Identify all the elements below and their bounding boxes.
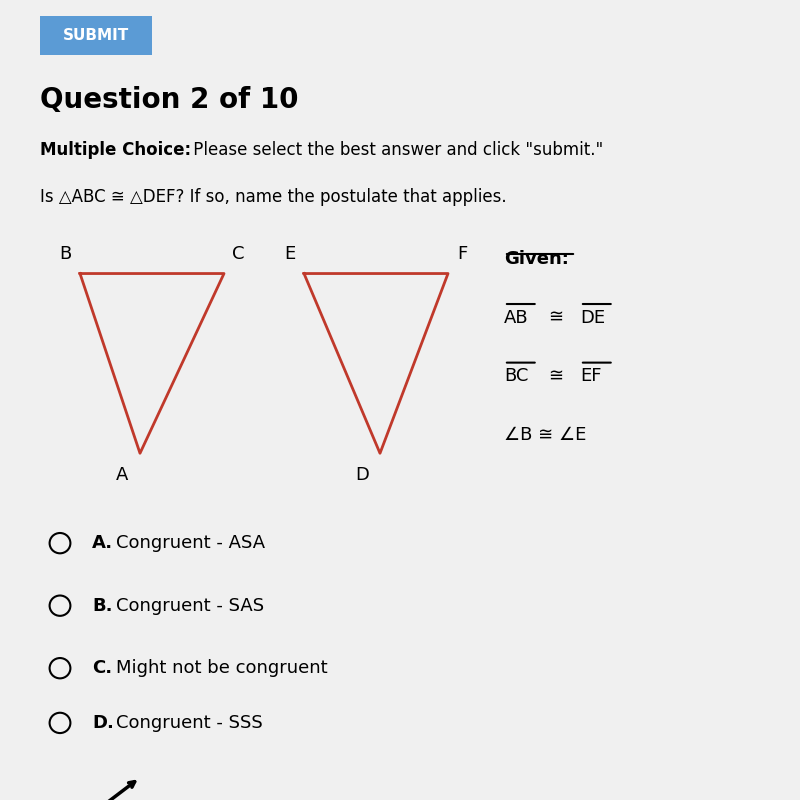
Text: ≅: ≅ [548, 309, 563, 326]
Text: A: A [116, 466, 129, 484]
Text: ∠B ≅ ∠E: ∠B ≅ ∠E [504, 426, 586, 444]
Text: Congruent - SSS: Congruent - SSS [116, 714, 262, 732]
Text: F: F [458, 245, 467, 263]
Text: ≅: ≅ [548, 367, 563, 386]
FancyBboxPatch shape [40, 16, 152, 54]
Text: EF: EF [580, 367, 602, 386]
Text: E: E [284, 245, 295, 263]
Text: D.: D. [92, 714, 114, 732]
Text: Congruent - ASA: Congruent - ASA [116, 534, 265, 552]
Text: D: D [355, 466, 370, 484]
Text: DE: DE [580, 309, 605, 326]
Text: Multiple Choice:: Multiple Choice: [40, 141, 191, 158]
Text: B: B [59, 245, 72, 263]
Text: Is △ABC ≅ △DEF? If so, name the postulate that applies.: Is △ABC ≅ △DEF? If so, name the postulat… [40, 187, 506, 206]
Text: Question 2 of 10: Question 2 of 10 [40, 86, 298, 114]
Text: SUBMIT: SUBMIT [63, 28, 129, 42]
Text: Might not be congruent: Might not be congruent [116, 659, 328, 677]
Text: BC: BC [504, 367, 528, 386]
Text: Given:: Given: [504, 250, 569, 268]
Text: C.: C. [92, 659, 112, 677]
Text: Congruent - SAS: Congruent - SAS [116, 597, 264, 614]
Text: AB: AB [504, 309, 529, 326]
Text: A.: A. [92, 534, 113, 552]
Text: Please select the best answer and click "submit.": Please select the best answer and click … [188, 141, 603, 158]
Text: B.: B. [92, 597, 113, 614]
Text: C: C [232, 245, 245, 263]
